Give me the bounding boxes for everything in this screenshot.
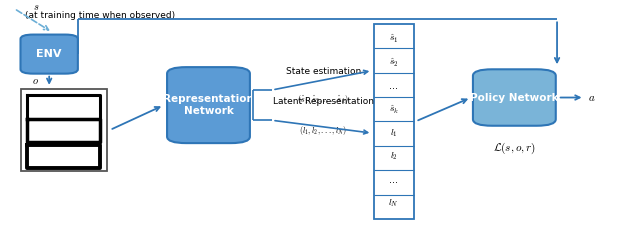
FancyBboxPatch shape bbox=[167, 67, 250, 143]
Text: $s$: $s$ bbox=[33, 2, 40, 12]
Bar bbox=[374, 24, 413, 219]
Text: $\hat{s}_k$: $\hat{s}_k$ bbox=[388, 104, 399, 116]
Text: $\hat{s}_1$: $\hat{s}_1$ bbox=[389, 33, 399, 45]
FancyBboxPatch shape bbox=[473, 69, 556, 126]
Text: Policy Network: Policy Network bbox=[470, 93, 559, 103]
Text: $o$: $o$ bbox=[32, 76, 38, 86]
Text: ENV: ENV bbox=[36, 49, 62, 59]
Text: $\hat{s}_2$: $\hat{s}_2$ bbox=[389, 57, 399, 69]
Text: $l_N$: $l_N$ bbox=[388, 198, 399, 209]
Text: $(\hat{s}_1, \hat{s}_2, ..., \hat{s}_k)$: $(\hat{s}_1, \hat{s}_2, ..., \hat{s}_k)$ bbox=[297, 93, 349, 106]
Text: $a$: $a$ bbox=[588, 93, 595, 103]
Text: ...: ... bbox=[389, 81, 399, 91]
Text: State estimation: State estimation bbox=[285, 67, 361, 76]
Text: $l_2$: $l_2$ bbox=[390, 151, 398, 162]
Text: $(l_1, l_2, ..., l_N)$: $(l_1, l_2, ..., l_N)$ bbox=[299, 123, 348, 137]
Text: Representation
Network: Representation Network bbox=[163, 94, 254, 116]
Text: $l_1$: $l_1$ bbox=[390, 127, 398, 139]
Text: $\mathcal{L}(s, o, r)$: $\mathcal{L}(s, o, r)$ bbox=[493, 141, 536, 156]
Text: (at training time when observed): (at training time when observed) bbox=[25, 11, 175, 20]
Text: Latent Representation: Latent Representation bbox=[273, 97, 374, 106]
Text: ...: ... bbox=[389, 175, 399, 185]
FancyBboxPatch shape bbox=[20, 35, 78, 74]
Bar bbox=[20, 89, 106, 171]
